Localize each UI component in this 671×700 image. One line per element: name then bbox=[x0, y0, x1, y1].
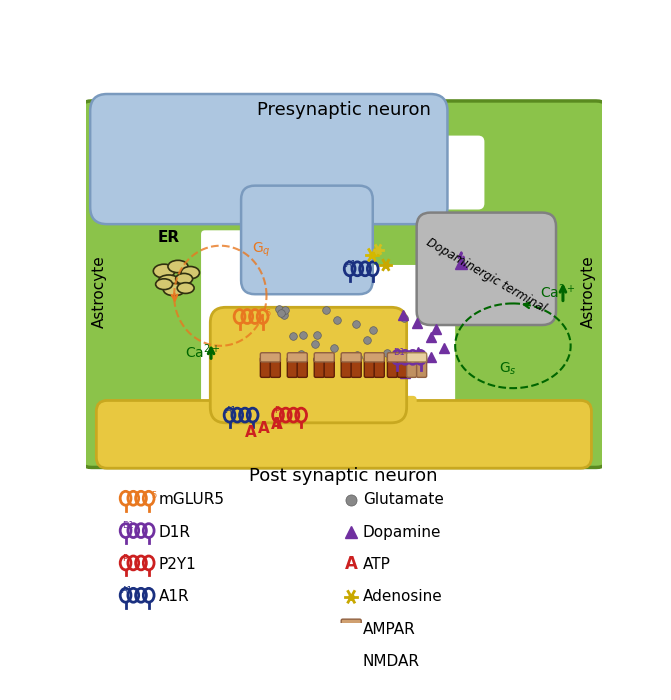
Text: Glutamate: Glutamate bbox=[363, 492, 444, 508]
Text: A1R: A1R bbox=[159, 589, 189, 604]
FancyBboxPatch shape bbox=[241, 186, 373, 294]
FancyBboxPatch shape bbox=[287, 353, 307, 362]
FancyBboxPatch shape bbox=[341, 656, 351, 676]
FancyBboxPatch shape bbox=[364, 353, 384, 362]
Text: A: A bbox=[245, 424, 257, 440]
FancyBboxPatch shape bbox=[199, 132, 272, 221]
Text: A1: A1 bbox=[121, 586, 133, 595]
Text: Adenosine: Adenosine bbox=[363, 589, 442, 604]
Text: Astrocyte: Astrocyte bbox=[92, 256, 107, 328]
FancyBboxPatch shape bbox=[397, 357, 407, 377]
Ellipse shape bbox=[176, 274, 193, 284]
FancyBboxPatch shape bbox=[407, 357, 417, 377]
Text: ATP: ATP bbox=[363, 557, 391, 572]
FancyBboxPatch shape bbox=[341, 620, 361, 629]
Text: 5: 5 bbox=[265, 309, 270, 318]
Ellipse shape bbox=[163, 284, 185, 295]
Text: Astrocyte: Astrocyte bbox=[581, 256, 596, 328]
FancyBboxPatch shape bbox=[341, 652, 361, 661]
FancyBboxPatch shape bbox=[351, 624, 361, 644]
FancyBboxPatch shape bbox=[278, 272, 378, 434]
FancyBboxPatch shape bbox=[351, 357, 361, 377]
FancyBboxPatch shape bbox=[222, 396, 272, 466]
Text: Presynaptic neuron: Presynaptic neuron bbox=[256, 101, 430, 119]
FancyBboxPatch shape bbox=[210, 307, 407, 423]
FancyBboxPatch shape bbox=[370, 265, 455, 427]
Text: G$_s$: G$_s$ bbox=[499, 360, 517, 377]
FancyBboxPatch shape bbox=[366, 396, 417, 466]
FancyBboxPatch shape bbox=[287, 357, 297, 377]
FancyBboxPatch shape bbox=[387, 357, 397, 377]
FancyBboxPatch shape bbox=[97, 400, 591, 468]
FancyBboxPatch shape bbox=[407, 353, 427, 362]
FancyBboxPatch shape bbox=[411, 136, 484, 209]
Text: Dopamine: Dopamine bbox=[363, 524, 442, 540]
Text: Ca$^{2+}$: Ca$^{2+}$ bbox=[185, 343, 220, 361]
Text: D1: D1 bbox=[121, 522, 134, 531]
Text: Ca$^{2+}$: Ca$^{2+}$ bbox=[540, 283, 575, 301]
FancyBboxPatch shape bbox=[78, 101, 610, 468]
FancyBboxPatch shape bbox=[364, 357, 374, 377]
Text: Dopaminergic terminal: Dopaminergic terminal bbox=[424, 235, 548, 314]
FancyBboxPatch shape bbox=[351, 656, 361, 676]
Text: A1: A1 bbox=[225, 406, 237, 415]
Ellipse shape bbox=[181, 267, 199, 279]
FancyBboxPatch shape bbox=[341, 353, 361, 362]
FancyBboxPatch shape bbox=[341, 357, 351, 377]
Ellipse shape bbox=[177, 283, 194, 293]
FancyBboxPatch shape bbox=[374, 357, 384, 377]
FancyBboxPatch shape bbox=[297, 357, 307, 377]
Text: ER: ER bbox=[158, 230, 180, 246]
Text: A1: A1 bbox=[346, 260, 357, 269]
Text: NMDAR: NMDAR bbox=[363, 654, 420, 669]
FancyBboxPatch shape bbox=[341, 624, 351, 644]
FancyBboxPatch shape bbox=[417, 357, 427, 377]
FancyBboxPatch shape bbox=[260, 357, 270, 377]
Text: D1R: D1R bbox=[159, 524, 191, 540]
FancyBboxPatch shape bbox=[324, 357, 334, 377]
Ellipse shape bbox=[153, 264, 175, 278]
FancyBboxPatch shape bbox=[314, 357, 324, 377]
Text: P: P bbox=[121, 554, 127, 563]
Ellipse shape bbox=[156, 279, 172, 290]
Text: D1: D1 bbox=[394, 348, 405, 357]
Text: Post synaptic neuron: Post synaptic neuron bbox=[249, 467, 437, 484]
FancyBboxPatch shape bbox=[314, 353, 334, 362]
Text: P2Y1: P2Y1 bbox=[159, 557, 197, 572]
FancyBboxPatch shape bbox=[270, 357, 280, 377]
FancyBboxPatch shape bbox=[90, 94, 448, 224]
Text: A: A bbox=[258, 421, 270, 435]
Ellipse shape bbox=[168, 260, 188, 273]
Ellipse shape bbox=[159, 275, 178, 286]
FancyBboxPatch shape bbox=[260, 353, 280, 362]
Text: 5: 5 bbox=[151, 491, 156, 500]
FancyBboxPatch shape bbox=[201, 230, 290, 419]
Text: G$_q$: G$_q$ bbox=[252, 240, 270, 259]
Text: A: A bbox=[270, 416, 282, 432]
FancyBboxPatch shape bbox=[387, 353, 407, 362]
Text: AMPAR: AMPAR bbox=[363, 622, 415, 637]
FancyBboxPatch shape bbox=[417, 213, 556, 325]
Text: mGLUR5: mGLUR5 bbox=[159, 492, 225, 508]
Text: P: P bbox=[274, 406, 279, 415]
Text: A: A bbox=[345, 556, 358, 573]
